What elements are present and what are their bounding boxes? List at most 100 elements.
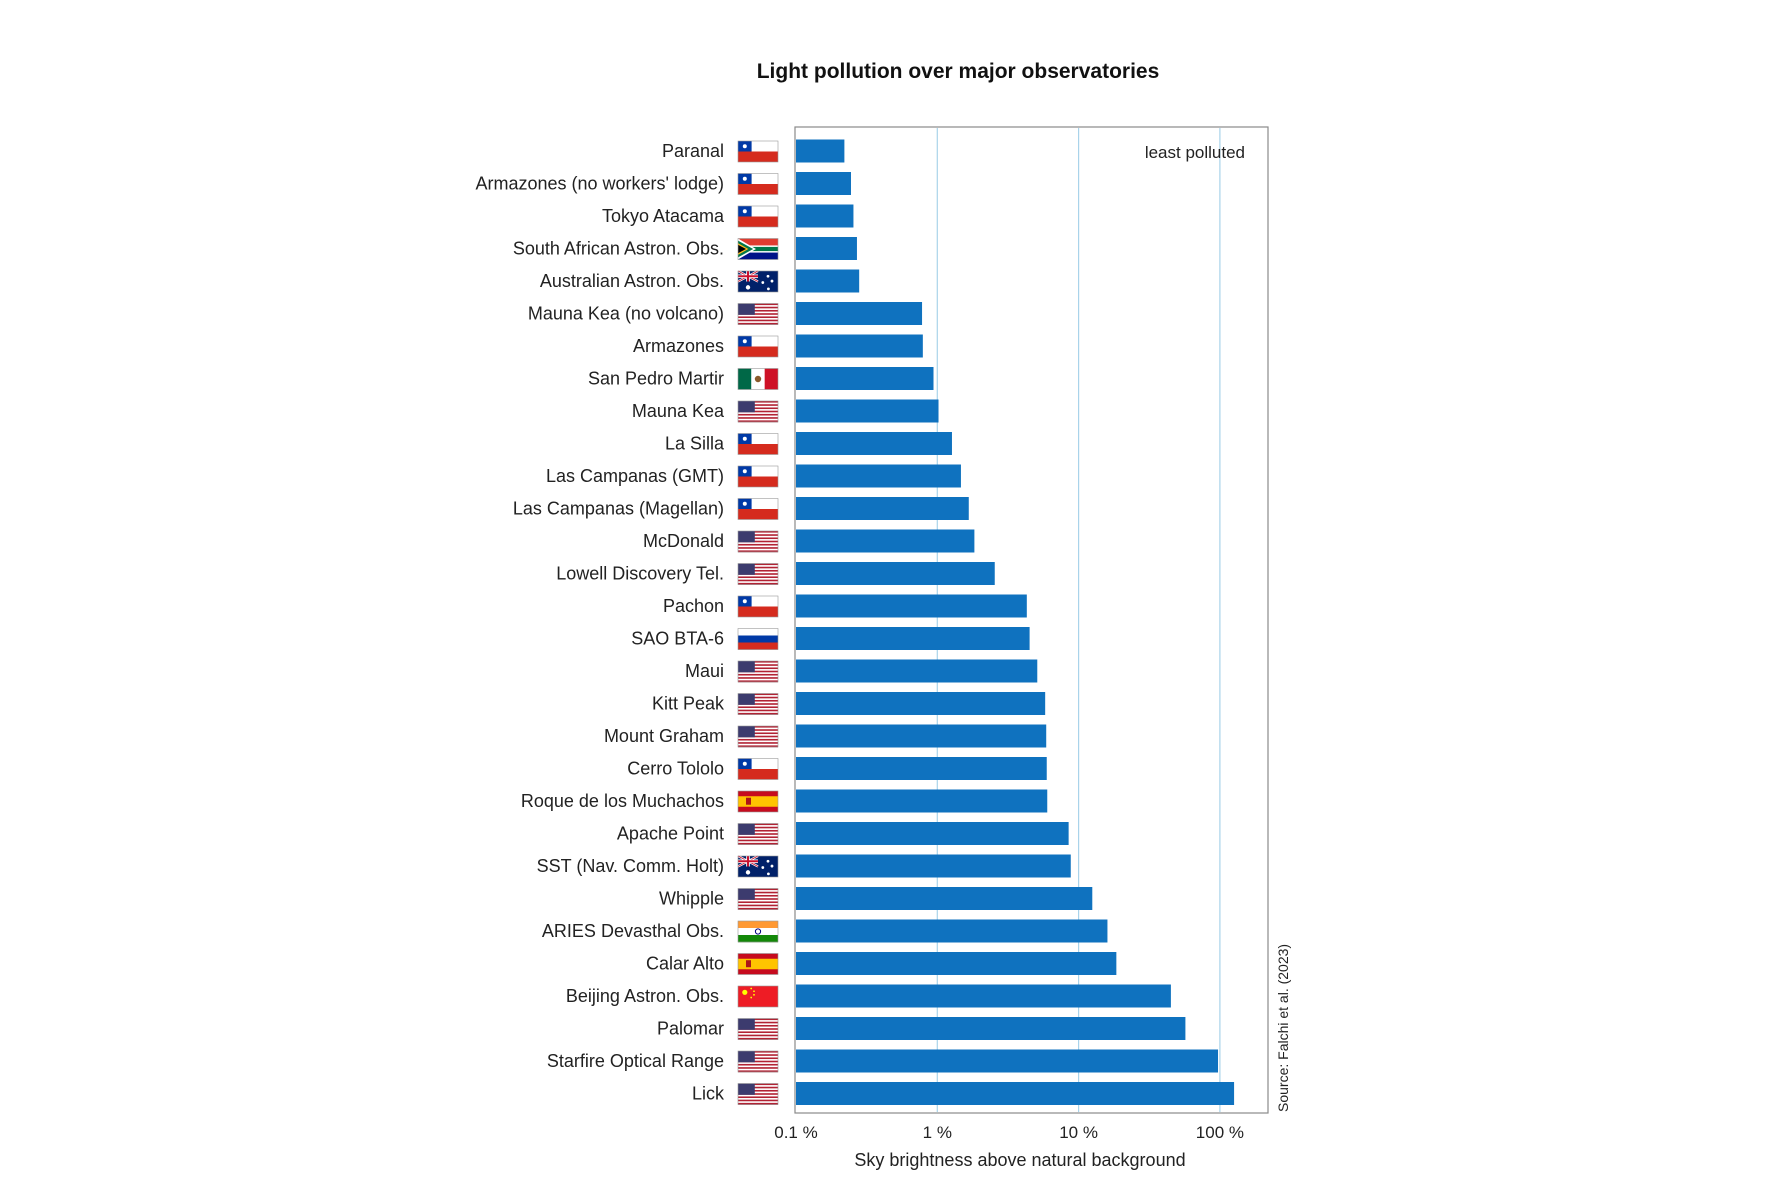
australia-flag-icon <box>737 855 779 878</box>
x-tick-label: 10 % <box>1059 1123 1098 1142</box>
chile-flag-icon <box>737 595 779 618</box>
chile-flag-icon <box>737 140 779 163</box>
category-label: Mount Graham <box>604 726 724 746</box>
category-label: San Pedro Martir <box>588 369 724 389</box>
india-flag-icon <box>737 920 779 943</box>
bar <box>796 562 995 585</box>
category-label: Mauna Kea (no volcano) <box>528 304 724 324</box>
category-label: Kitt Peak <box>652 694 725 714</box>
bar <box>796 529 975 553</box>
bar <box>796 139 845 163</box>
source-note: Source: Falchi et al. (2023) <box>1275 944 1291 1112</box>
category-label: SAO BTA-6 <box>631 629 724 649</box>
bar <box>796 1049 1219 1073</box>
bar <box>796 432 952 455</box>
bar <box>796 334 923 358</box>
category-label: Beijing Astron. Obs. <box>566 986 724 1006</box>
category-label: Pachon <box>663 596 724 616</box>
category-label: Palomar <box>657 1019 724 1039</box>
plot-area <box>794 126 1269 1114</box>
category-label: Lick <box>692 1084 725 1104</box>
category-label: Australian Astron. Obs. <box>540 271 724 291</box>
usa-flag-icon <box>737 530 779 553</box>
bar <box>796 302 923 325</box>
category-label: La Silla <box>665 434 725 454</box>
usa-flag-icon <box>737 1050 779 1073</box>
chile-flag-icon <box>737 433 779 455</box>
bar <box>796 984 1171 1008</box>
category-label: South African Astron. Obs. <box>513 239 724 259</box>
flags <box>737 140 779 1105</box>
chile-flag-icon <box>737 498 779 520</box>
usa-flag-icon <box>737 888 779 910</box>
category-label: Tokyo Atacama <box>602 206 725 226</box>
mexico-flag-icon <box>737 368 779 390</box>
bar <box>796 692 1046 715</box>
chile-flag-icon <box>737 758 779 780</box>
category-label: Armazones <box>633 336 724 356</box>
bar <box>796 854 1071 878</box>
usa-flag-icon <box>737 303 779 325</box>
usa-flag-icon <box>737 725 779 748</box>
category-label: Paranal <box>662 141 724 161</box>
category-label: Roque de los Muchachos <box>521 791 724 811</box>
bar <box>796 952 1117 975</box>
usa-flag-icon <box>737 1018 779 1040</box>
russia-flag-icon <box>737 628 779 650</box>
south-africa-flag-icon <box>737 238 779 260</box>
plot-frame <box>794 126 1269 1114</box>
chart-title: Light pollution over major observatories <box>757 60 1160 83</box>
category-label: Mauna Kea <box>632 401 725 421</box>
category-label: Maui <box>685 661 724 681</box>
usa-flag-icon <box>737 1083 779 1105</box>
category-label: Las Campanas (Magellan) <box>513 499 724 519</box>
bar <box>796 627 1030 650</box>
least-polluted-annotation: least polluted <box>1145 143 1245 162</box>
bar <box>796 594 1027 618</box>
bar <box>796 887 1093 910</box>
category-label: Apache Point <box>617 824 724 844</box>
category-label: McDonald <box>643 531 724 551</box>
bars <box>796 139 1235 1105</box>
bar <box>796 204 854 228</box>
usa-flag-icon <box>737 563 779 585</box>
category-label: Las Campanas (GMT) <box>546 466 724 486</box>
bar <box>796 269 860 293</box>
usa-flag-icon <box>737 400 779 423</box>
category-label: Calar Alto <box>646 954 724 974</box>
australia-flag-icon <box>737 270 779 293</box>
chile-flag-icon <box>737 173 779 195</box>
chile-flag-icon <box>737 465 779 488</box>
bar <box>796 1017 1186 1040</box>
grid-lines <box>936 128 1221 1112</box>
usa-flag-icon <box>737 660 779 683</box>
chile-flag-icon <box>737 205 779 228</box>
x-tick-label: 100 % <box>1196 1123 1244 1142</box>
x-tick-label: 0.1 % <box>774 1123 817 1142</box>
bar <box>796 1082 1235 1105</box>
bar <box>796 659 1038 683</box>
bar <box>796 757 1047 780</box>
bar <box>796 789 1048 813</box>
category-label: Starfire Optical Range <box>547 1051 724 1071</box>
x-tick-label: 1 % <box>923 1123 952 1142</box>
category-label: Whipple <box>659 889 724 909</box>
china-flag-icon <box>737 985 779 1008</box>
spain-flag-icon <box>737 953 779 975</box>
bar <box>796 399 939 423</box>
bar <box>796 464 961 488</box>
category-label: Lowell Discovery Tel. <box>556 564 724 584</box>
category-labels: Paranal Armazones (no workers' lodge) Toky… <box>475 141 725 1104</box>
bar <box>796 367 934 390</box>
spain-flag-icon <box>737 790 779 813</box>
category-label: Cerro Tololo <box>627 759 724 779</box>
chile-flag-icon <box>737 335 779 358</box>
bar <box>796 237 857 260</box>
category-label: SST (Nav. Comm. Holt) <box>537 856 724 876</box>
bar <box>796 724 1047 748</box>
bar <box>796 172 851 195</box>
category-label: ARIES Devasthal Obs. <box>542 921 724 941</box>
x-axis-ticks: 0.1 % 1 % 10 % 100 % <box>774 1123 1244 1142</box>
bar <box>796 919 1108 943</box>
